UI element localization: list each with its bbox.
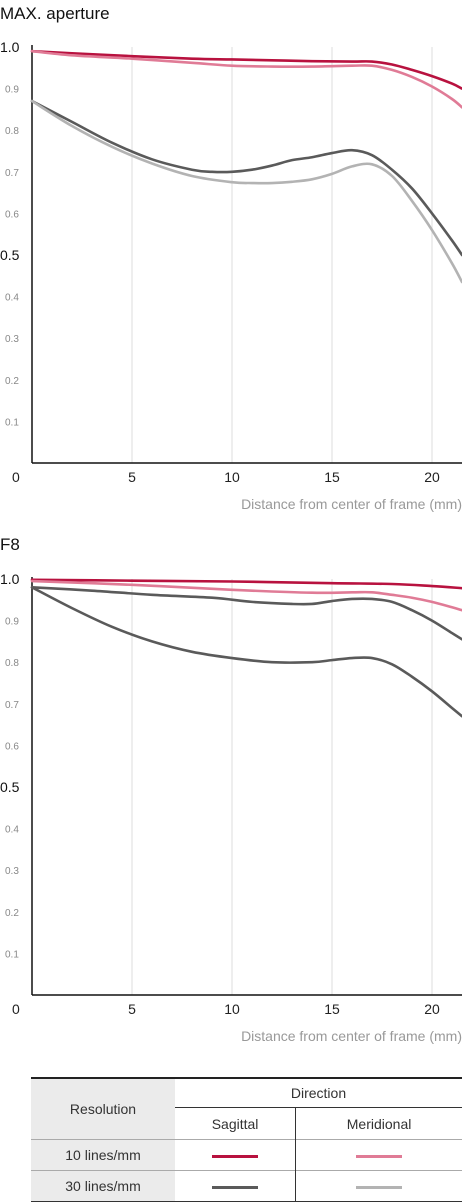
legend-sagittal-cell: [175, 1139, 297, 1171]
origin-label: 0: [12, 469, 20, 485]
y-tick-label: 0.3: [5, 866, 19, 877]
series-line: [30, 49, 462, 90]
legend-sagittal-header: Sagittal: [175, 1107, 297, 1140]
y-tick-label: 1.0: [0, 571, 20, 587]
series-line: [30, 99, 462, 284]
y-tick-label: 0.2: [5, 376, 19, 387]
y-tick-label: 0.3: [5, 334, 19, 345]
x-tick-label: 5: [128, 469, 136, 485]
series-line: [30, 586, 462, 718]
legend-swatch-30-meridional: [356, 1185, 403, 1189]
y-tick-label: 0.5: [0, 779, 20, 795]
x-axis-title: Distance from center of frame (mm): [241, 1028, 462, 1044]
x-tick-label: 20: [424, 469, 440, 485]
x-tick-label: 10: [224, 469, 240, 485]
y-tick-label: 0.9: [5, 617, 19, 628]
y-tick-label: 0.2: [5, 908, 19, 919]
mtf-chart-f8: 1.0 0.9 0.8 0.7 0.6 0.5 0.4 0.3 0.2 0.1 0 5 10 15 20 Di…: [0, 571, 462, 1044]
y-tick-label: 0.1: [5, 949, 19, 960]
origin-label: 0: [12, 1001, 20, 1017]
series-line: [30, 578, 462, 590]
x-tick-label: 20: [424, 1001, 440, 1017]
y-tick-label: 0.5: [0, 247, 20, 263]
y-tick-label: 0.8: [5, 126, 19, 137]
y-tick-label: 0.9: [5, 85, 19, 96]
legend-direction-header: Direction: [175, 1077, 462, 1108]
y-tick-label: 0.8: [5, 658, 19, 669]
legend-swatch-30-sagittal: [212, 1185, 259, 1189]
mtf-chart-max-aperture: 1.0 0.9 0.8 0.7 0.6 0.5 0.4 0.3 0.2 0.1 0 5 10 15 20 Di…: [0, 39, 462, 512]
x-tick-label: 10: [224, 1001, 240, 1017]
series-line: [30, 99, 462, 257]
legend-swatch-10-meridional: [356, 1154, 403, 1158]
y-tick-label: 1.0: [0, 39, 20, 55]
series-line: [30, 579, 462, 612]
legend-meridional-cell: [295, 1170, 462, 1202]
legend-row-label: 10 lines/mm: [31, 1139, 175, 1171]
series-line: [30, 49, 462, 109]
series-line: [30, 586, 462, 641]
x-tick-label: 15: [324, 1001, 340, 1017]
y-tick-label: 0.1: [5, 417, 19, 428]
x-axis-title: Distance from center of frame (mm): [241, 496, 462, 512]
y-tick-label: 0.7: [5, 700, 19, 711]
y-tick-label: 0.7: [5, 168, 19, 179]
y-tick-label: 0.6: [5, 209, 19, 220]
x-tick-label: 15: [324, 469, 340, 485]
chart-title-max-aperture: MAX. aperture: [0, 4, 110, 23]
legend-row-label: 30 lines/mm: [31, 1170, 175, 1202]
y-tick-label: 0.4: [5, 825, 19, 836]
y-tick-label: 0.6: [5, 741, 19, 752]
chart-title-f8: F8: [0, 535, 20, 554]
legend-swatch-10-sagittal: [212, 1154, 259, 1158]
legend-resolution-header: Resolution: [31, 1077, 175, 1140]
x-tick-label: 5: [128, 1001, 136, 1017]
legend-meridional-header: Meridional: [346, 1115, 412, 1132]
legend-sagittal-cell: [175, 1170, 297, 1202]
legend-meridional-cell: [295, 1139, 462, 1171]
y-tick-label: 0.4: [5, 293, 19, 304]
legend-table: Resolution Direction Sagittal Meridional…: [31, 1077, 462, 1202]
